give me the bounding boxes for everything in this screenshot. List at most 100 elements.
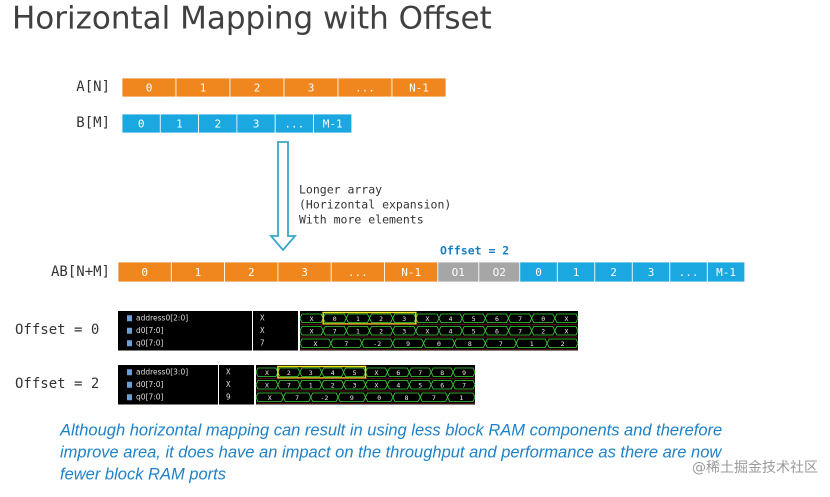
- bus-segment: [343, 380, 366, 390]
- signal-value: X: [226, 367, 231, 376]
- bus-value: 7: [518, 315, 522, 323]
- cell-label: 2: [214, 118, 221, 131]
- bus-segment: [438, 313, 463, 323]
- cell-label: 0: [535, 266, 542, 279]
- bus-segment: [277, 380, 301, 390]
- bus-value: 3: [353, 381, 357, 389]
- array-cell: [313, 113, 353, 134]
- bus-value: 7: [287, 381, 291, 389]
- highlight: [277, 365, 367, 379]
- arrow-text: (Horizontal expansion): [299, 198, 451, 212]
- bus-segment: [392, 326, 417, 336]
- bus-segment: [255, 392, 284, 402]
- bus-segment: [554, 326, 579, 336]
- cell-label: N-1: [409, 82, 429, 95]
- bus-segment: [299, 338, 332, 348]
- bus-value: X: [265, 369, 269, 377]
- array-cell: [706, 261, 746, 283]
- signal-icon: [127, 327, 132, 334]
- cell-label: ...: [284, 118, 304, 131]
- signal-icon: [127, 381, 132, 388]
- cell-label: M-1: [716, 266, 736, 279]
- cell-label: 3: [648, 266, 655, 279]
- bus-value: 9: [350, 394, 354, 402]
- bus-segment: [361, 338, 394, 348]
- bus-value: 6: [495, 315, 499, 323]
- arrow: [269, 141, 297, 252]
- bus-segment: [484, 326, 509, 336]
- bus-value: 1: [459, 394, 463, 402]
- bus-segment: [438, 326, 463, 336]
- bus-segment: [515, 338, 548, 348]
- bus-value: 4: [396, 381, 400, 389]
- bus-value: X: [425, 327, 429, 335]
- value-panel: [219, 365, 254, 405]
- bus-value: X: [564, 315, 568, 323]
- bus-value: 3: [309, 369, 313, 377]
- cell-label: ...: [355, 82, 375, 95]
- bus-segment: [299, 326, 324, 336]
- cell-label: 2: [254, 82, 261, 95]
- bus-segment: [484, 313, 509, 323]
- bus-segment: [392, 392, 421, 402]
- bus-value: 6: [495, 327, 499, 335]
- cell-label: O2: [493, 266, 506, 279]
- bus-value: 4: [331, 369, 335, 377]
- bus-value: 3: [402, 327, 406, 335]
- offset-label: Offset = 2: [440, 244, 509, 258]
- signal-icon: [127, 315, 132, 322]
- bus-segment: [392, 338, 424, 348]
- bus-value: 7: [518, 327, 522, 335]
- bus-value: 4: [449, 315, 453, 323]
- bus-segment: [452, 380, 476, 390]
- signal-name: address0[2:0]: [136, 313, 188, 322]
- bus-segment: [299, 367, 323, 377]
- bus-value: 2: [287, 369, 291, 377]
- bus-segment: [282, 392, 312, 402]
- bus-segment: [461, 313, 486, 323]
- bus-segment: [321, 380, 345, 390]
- cell-label: 3: [308, 82, 315, 95]
- bus-segment: [554, 313, 579, 323]
- bus-value: 2: [561, 340, 565, 348]
- bus-segment: [408, 367, 432, 377]
- bus-segment: [452, 367, 476, 377]
- bus-value: X: [374, 369, 378, 377]
- bus-value: 7: [499, 340, 503, 348]
- array-label: A[N]: [76, 79, 110, 95]
- bus-segment: [531, 326, 556, 336]
- bus-segment: [345, 326, 370, 336]
- bus-segment: [430, 380, 454, 390]
- bus-value: 7: [418, 369, 422, 377]
- bus-segment: [386, 367, 410, 377]
- bus-value: 2: [541, 327, 545, 335]
- name-panel: [118, 311, 252, 351]
- bus-segment: [321, 367, 345, 377]
- bus-segment: [392, 313, 417, 323]
- signal-value: X: [226, 380, 231, 389]
- cell-label: 1: [200, 82, 207, 95]
- name-panel: [118, 365, 218, 405]
- cell-label: 1: [573, 266, 580, 279]
- bus-segment: [419, 392, 449, 402]
- bus-segment: [508, 326, 533, 336]
- bus-segment: [343, 367, 366, 377]
- arrow-text: Longer array: [299, 183, 382, 197]
- signal-value: X: [260, 313, 265, 322]
- value-panel: [253, 311, 298, 351]
- bus-value: 6: [440, 381, 444, 389]
- bus-value: X: [265, 381, 269, 389]
- waveform-label: Offset = 0: [15, 322, 99, 338]
- cell-label: 3: [253, 118, 260, 131]
- caption: improve area, it does have an impact on …: [60, 443, 722, 461]
- cell-label: 0: [146, 82, 153, 95]
- bus-value: 8: [440, 369, 444, 377]
- bus-value: X: [310, 315, 314, 323]
- signal-name: d0[7:0]: [136, 380, 164, 389]
- bus-value: 2: [331, 381, 335, 389]
- waveform-label: Offset = 2: [15, 376, 99, 392]
- bus-value: X: [313, 340, 317, 348]
- bus-value: 0: [437, 340, 441, 348]
- bus-value: 7: [333, 327, 337, 335]
